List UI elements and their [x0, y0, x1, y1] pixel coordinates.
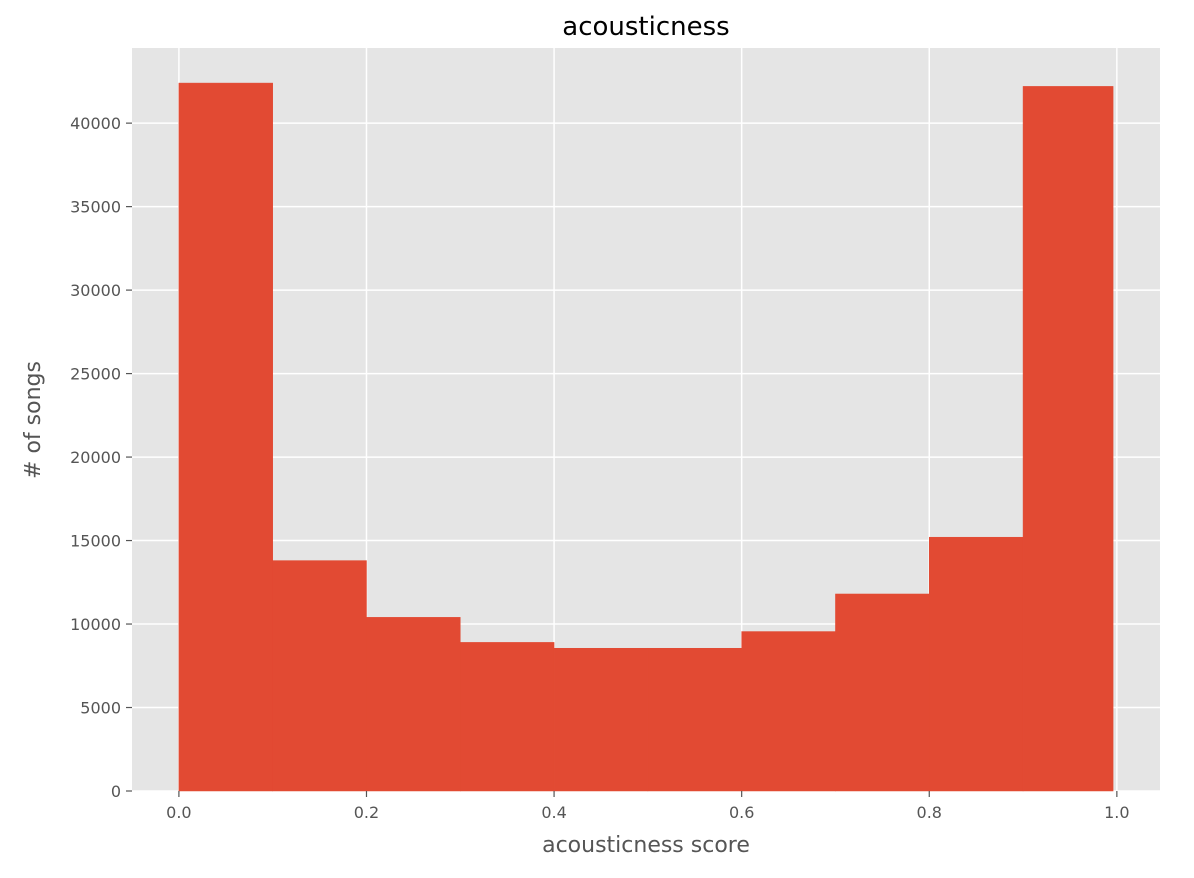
x-tick-label: 0.8	[917, 803, 942, 822]
y-tick-label: 40000	[70, 114, 121, 133]
histogram-bar-0	[178, 82, 273, 792]
x-axis-label: acousticness score	[542, 833, 750, 858]
y-axis-ticks: 0 5000 10000 15000 20000 25000 30000 35000 40000	[70, 114, 132, 801]
histogram-bar-6	[741, 631, 836, 792]
y-tick-label: 15000	[70, 532, 121, 551]
histogram-bar-9	[1022, 86, 1114, 792]
x-axis-ticks: 0.0 0.2 0.4 0.6 0.8 1.0	[166, 791, 1130, 822]
y-tick-label: 35000	[70, 198, 121, 217]
x-tick-label: 1.0	[1104, 803, 1129, 822]
histogram-bar-7	[835, 593, 930, 792]
histogram-bars	[178, 82, 1114, 792]
y-tick-label: 30000	[70, 281, 121, 300]
y-tick-label: 20000	[70, 448, 121, 467]
y-axis-label: # of songs	[21, 361, 46, 479]
histogram-bar-8	[929, 536, 1024, 792]
x-tick-label: 0.0	[166, 803, 191, 822]
y-tick-label: 5000	[80, 699, 121, 718]
x-tick-label: 0.4	[541, 803, 566, 822]
histogram-bar-5	[647, 647, 742, 792]
y-tick-label: 0	[111, 782, 121, 801]
histogram-bar-2	[366, 617, 461, 792]
x-tick-label: 0.6	[729, 803, 754, 822]
histogram-bar-1	[272, 560, 367, 792]
histogram-bar-4	[553, 647, 649, 792]
chart-title: acousticness	[562, 12, 729, 42]
y-tick-label: 25000	[70, 365, 121, 384]
x-tick-label: 0.2	[354, 803, 379, 822]
histogram-bar-3	[460, 642, 555, 792]
y-tick-label: 10000	[70, 615, 121, 634]
